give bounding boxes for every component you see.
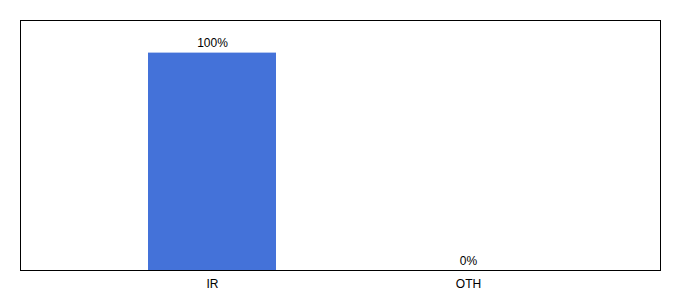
- svg-text:100%: 100%: [197, 36, 228, 50]
- svg-text:0%: 0%: [460, 254, 478, 268]
- svg-text:IR: IR: [207, 277, 219, 291]
- svg-text:OTH: OTH: [456, 277, 481, 291]
